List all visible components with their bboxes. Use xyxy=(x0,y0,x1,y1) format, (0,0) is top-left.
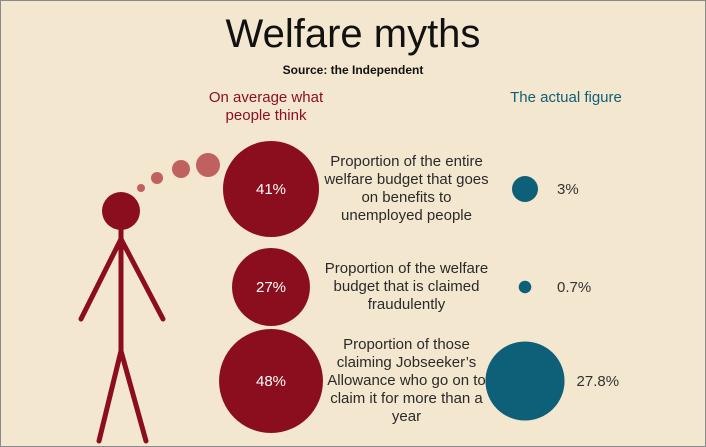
category-label: Proportion of the welfare budget that is… xyxy=(324,260,489,313)
category-label: Proportion of the entire welfare budget … xyxy=(324,153,489,224)
stick-figure xyxy=(78,226,166,444)
value-label: 0.7% xyxy=(557,279,591,296)
category-label: Proportion of those claiming Jobseeker’s… xyxy=(327,336,486,425)
bubble xyxy=(512,176,538,202)
bubble xyxy=(232,248,310,326)
head xyxy=(102,192,140,230)
series-header: The actual figure xyxy=(510,89,622,106)
value-label: 41% xyxy=(256,181,286,198)
series-header: On average what people think xyxy=(208,89,324,124)
value-label: 27.8% xyxy=(577,373,620,390)
value-label: 3% xyxy=(557,181,579,198)
subtitle: Source: the Independent xyxy=(282,63,424,77)
value-label: 48% xyxy=(256,373,286,390)
bubble xyxy=(222,140,320,238)
bubble xyxy=(518,280,532,294)
thought-bubbles xyxy=(137,153,220,192)
bubble xyxy=(219,329,323,433)
bubble xyxy=(485,341,565,421)
value-label: 27% xyxy=(256,279,286,296)
title: Welfare myths xyxy=(225,12,481,56)
